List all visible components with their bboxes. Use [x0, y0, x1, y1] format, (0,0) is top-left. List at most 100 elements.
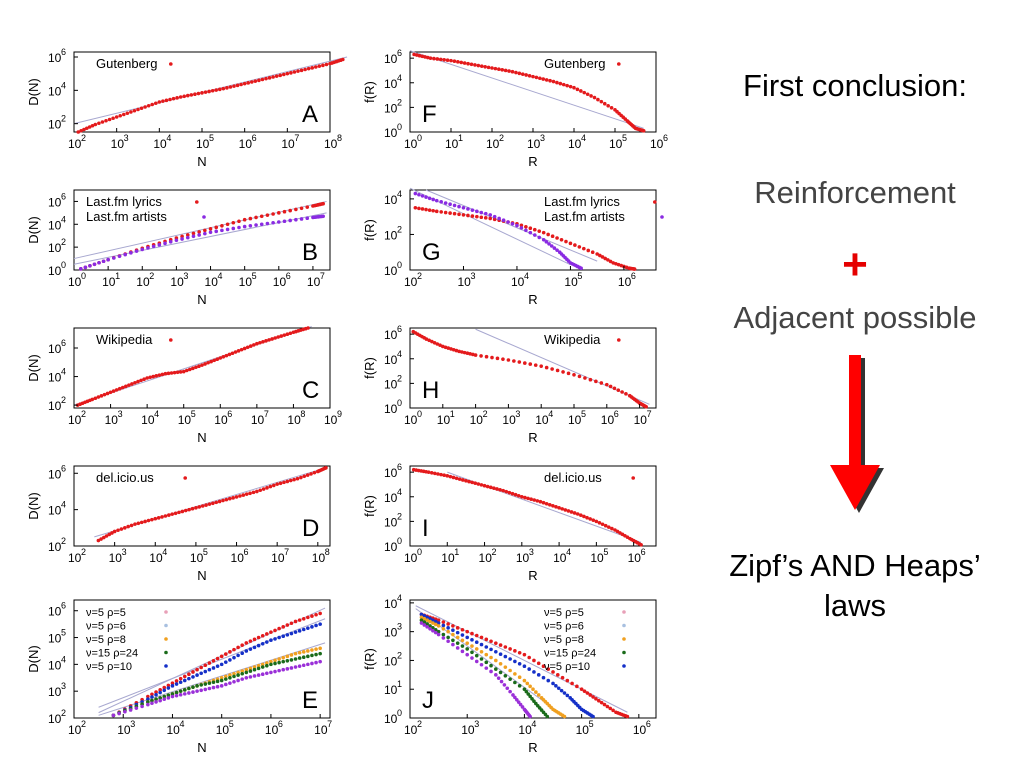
data-point [313, 65, 318, 69]
data-point [446, 622, 450, 626]
data-point [181, 369, 186, 374]
data-point [522, 664, 527, 668]
data-point [285, 332, 290, 336]
data-point [150, 692, 154, 697]
data-point [492, 214, 497, 219]
x-tick-label: 10 [404, 275, 418, 289]
data-point [163, 371, 168, 376]
data-point [203, 90, 208, 94]
data-point [256, 663, 261, 668]
data-point [541, 237, 546, 242]
data-point [310, 648, 314, 652]
data-point [425, 615, 429, 620]
x-tick-label: 10 [576, 723, 590, 737]
data-point [306, 662, 310, 667]
y-tick-exponent: 1 [397, 679, 402, 689]
x-tick-label: 10 [216, 723, 230, 737]
data-point [219, 678, 224, 683]
data-point [104, 118, 108, 123]
data-point [605, 704, 610, 709]
data-point [569, 510, 574, 514]
data-point [252, 637, 257, 642]
data-point [475, 209, 479, 214]
data-point [112, 529, 117, 534]
x-tick-exponent: 2 [499, 133, 504, 143]
x-tick-exponent: 5 [252, 271, 257, 281]
data-point [497, 67, 501, 72]
data-point [191, 231, 196, 236]
x-tick-exponent: 7 [327, 719, 332, 729]
data-point [551, 503, 555, 508]
data-point [577, 245, 582, 249]
chart-panel-h: 10 0 10 1 10 2 10 3 10 4 10 5 10 6 10 710 010 210 410 6Rf(R… [362, 324, 657, 445]
x-tick-label: 10 [568, 413, 582, 427]
data-point [532, 233, 537, 237]
data-point [211, 666, 216, 670]
data-point [427, 196, 432, 201]
data-point [245, 345, 250, 350]
data-point [244, 492, 249, 496]
y-axis-label: D(N) [26, 354, 41, 381]
data-point [441, 636, 446, 640]
data-point [417, 192, 421, 197]
data-point [432, 56, 436, 61]
legend-label: Wikipedia [96, 332, 153, 347]
data-point [560, 675, 565, 680]
data-point [281, 659, 286, 664]
y-tick-exponent: 6 [61, 601, 66, 611]
data-point [92, 262, 97, 267]
data-point [317, 64, 322, 68]
data-point [293, 657, 298, 661]
data-point [242, 81, 247, 86]
x-tick-exponent: 7 [294, 133, 299, 143]
x-tick-label: 10 [287, 413, 301, 427]
fit-line [425, 189, 598, 262]
data-point [500, 68, 505, 72]
data-point [442, 57, 446, 62]
adjacent-possible-text: Adjacent possible [733, 300, 977, 335]
data-point [455, 626, 460, 630]
data-point [464, 478, 468, 483]
data-point [470, 214, 475, 218]
data-point [306, 654, 310, 659]
x-axis-label: N [197, 154, 206, 169]
data-point [96, 395, 101, 399]
x-tick-label: 10 [312, 551, 326, 565]
data-point [517, 71, 522, 76]
x-axis-label: N [197, 430, 206, 445]
data-point [527, 667, 531, 671]
data-point [240, 671, 245, 676]
data-point [194, 506, 198, 510]
data-point [575, 87, 580, 92]
chart-panel-e: 10 2 10 3 10 4 10 5 10 6 10 710 210 310 410 510 6ND(N)Eν… [26, 599, 332, 755]
data-point [248, 639, 253, 643]
data-point [443, 345, 448, 350]
legend-label: Gutenberg [544, 56, 605, 71]
data-point [117, 254, 122, 259]
x-tick-exponent: 4 [531, 719, 536, 729]
data-point [230, 351, 235, 356]
legend-marker [622, 623, 626, 628]
y-tick-exponent: 4 [61, 367, 66, 377]
data-point [594, 519, 599, 524]
y-tick-exponent: 2 [61, 114, 66, 124]
data-point [528, 714, 532, 719]
fit-line [415, 605, 628, 713]
data-point [244, 641, 249, 645]
data-point [594, 697, 598, 701]
data-point [207, 502, 212, 506]
data-point [278, 481, 283, 486]
data-point [461, 213, 466, 217]
legend-label: ν=5 ρ=6 [544, 621, 584, 633]
data-point [200, 504, 205, 508]
data-point [428, 616, 432, 621]
y-tick-label: 10 [48, 658, 62, 672]
data-point [199, 665, 203, 670]
data-point [172, 370, 177, 375]
data-point [483, 211, 488, 216]
data-point [277, 211, 281, 215]
data-point [295, 476, 300, 481]
y-tick-label: 10 [384, 228, 398, 242]
data-point [220, 228, 224, 233]
